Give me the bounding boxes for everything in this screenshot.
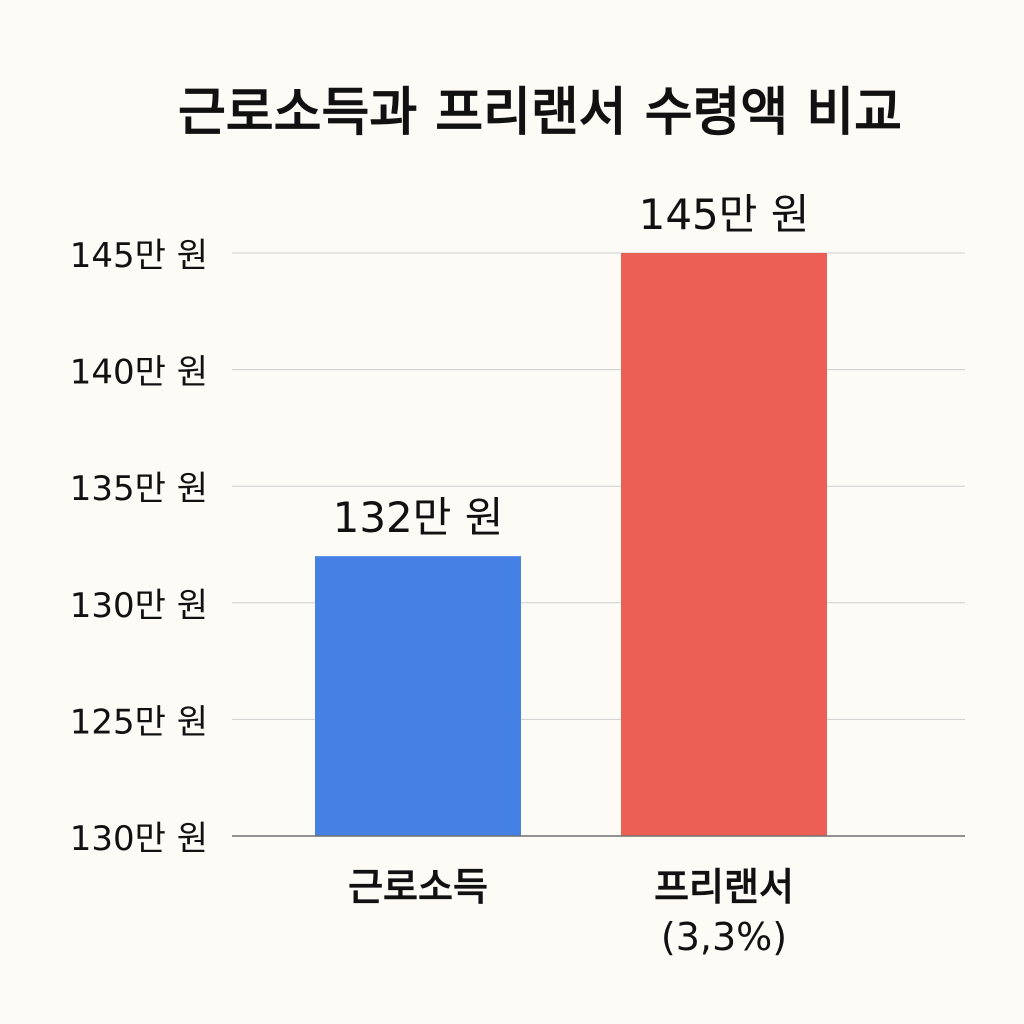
bars	[315, 253, 827, 836]
y-tick-label: 130만 원	[70, 586, 208, 626]
category-label-line: 프리랜서	[654, 865, 794, 909]
category-label-line: 근로소득	[348, 865, 488, 909]
bar-2	[621, 253, 827, 836]
bar-1	[315, 556, 521, 836]
chart-title: 근로소득과 프리랜서 수령액 비교	[177, 83, 903, 143]
y-tick-label: 135만 원	[70, 469, 208, 509]
x-axis-category-labels: 근로소득 프리랜서 (3,3%)	[348, 865, 794, 959]
category-label: 프리랜서 (3,3%)	[654, 865, 794, 959]
y-tick-label: 130만 원	[70, 819, 208, 859]
data-label: 132만 원	[333, 493, 504, 542]
category-label: 근로소득	[348, 865, 488, 909]
y-axis-tick-labels: 130만 원 125만 원 130만 원 135만 원 140만 원 145만 원	[70, 236, 208, 859]
y-tick-label: 140만 원	[70, 353, 208, 393]
data-labels: 132만 원 145만 원	[333, 190, 810, 542]
category-label-line: (3,3%)	[661, 915, 787, 959]
y-tick-label: 125만 원	[70, 702, 208, 742]
data-label: 145만 원	[639, 190, 810, 239]
y-tick-label: 145만 원	[70, 236, 208, 276]
